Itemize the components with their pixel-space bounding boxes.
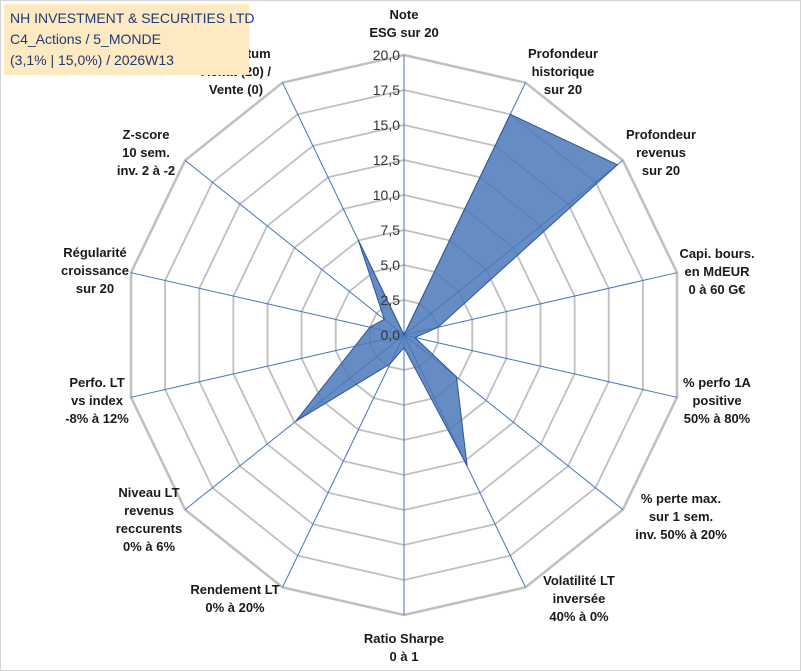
radar-spoke <box>403 334 678 398</box>
axis-label: % perfo 1A positive 50% à 80% <box>683 375 752 426</box>
axis-label: Z-score 10 sem. inv. 2 à -2 <box>117 127 175 178</box>
axis-label-line: 50% à 80% <box>684 411 751 426</box>
axis-label-line: revenus <box>124 503 174 518</box>
axis-label-line: Capi. bours. <box>679 246 754 261</box>
category-label: C4_Actions / 5_MONDE <box>10 31 161 47</box>
axis-label: Niveau LT revenus reccurents 0% à 6% <box>116 485 182 554</box>
radar-spoke <box>130 272 405 336</box>
axis-label-line: Perfo. LT <box>69 375 124 390</box>
radar-series-area <box>295 113 619 467</box>
radar-series <box>295 113 619 467</box>
radar-tick-labels: 0,0 2,5 5,0 7,5 10,0 12,5 15,0 17,5 20,0 <box>373 47 400 343</box>
radar-tick-label: 10,0 <box>373 187 400 203</box>
radar-spoke <box>282 334 405 588</box>
axis-label: Volatilité LT inversée 40% à 0% <box>543 573 615 624</box>
axis-label-line: historique <box>532 64 595 79</box>
axis-label-line: Volatilité LT <box>543 573 615 588</box>
axis-label-line: positive <box>692 393 741 408</box>
axis-label-line: -8% à 12% <box>65 411 129 426</box>
axis-label: Régularité croissance sur 20 <box>61 245 129 296</box>
radar-tick-label: 7,5 <box>381 222 401 238</box>
axis-label: Ratio Sharpe 0 à 1 <box>364 631 444 664</box>
axis-label-line: inv. 50% à 20% <box>635 527 727 542</box>
axis-label: Note ESG sur 20 <box>369 7 438 40</box>
axis-label-line: 0 à 60 G€ <box>688 282 745 297</box>
axis-label-line: reccurents <box>116 521 182 536</box>
axis-label-line: en MdEUR <box>685 264 751 279</box>
axis-label-line: Régularité <box>63 245 127 260</box>
axis-label-line: sur 20 <box>642 163 680 178</box>
radar-tick-label: 2,5 <box>381 292 401 308</box>
axis-label-line: revenus <box>636 145 686 160</box>
axis-label: Perfo. LT vs index -8% à 12% <box>65 375 129 426</box>
radar-tick-label: 12,5 <box>373 152 400 168</box>
axis-label-line: Z-score <box>123 127 170 142</box>
axis-label-line: Profondeur <box>626 127 696 142</box>
radar-spoke <box>403 272 678 336</box>
axis-label-line: 10 sem. <box>122 145 170 160</box>
radar-spoke <box>184 160 405 336</box>
axis-label-line: 0% à 20% <box>205 600 265 615</box>
axis-label-line: sur 20 <box>544 82 582 97</box>
axis-label-line: Ratio Sharpe <box>364 631 444 646</box>
axis-label-line: vs index <box>71 393 124 408</box>
axis-label: Capi. bours. en MdEUR 0 à 60 G€ <box>679 246 754 297</box>
axis-label-line: Rendement LT <box>190 582 279 597</box>
axis-label-line: 0% à 6% <box>123 539 175 554</box>
axis-label-line: croissance <box>61 263 129 278</box>
axis-label-line: ESG sur 20 <box>369 25 438 40</box>
axis-label-line: inversée <box>553 591 606 606</box>
axis-label-line: 0 à 1 <box>390 649 419 664</box>
axis-label: Rendement LT 0% à 20% <box>190 582 279 615</box>
axis-label-line: inv. 2 à -2 <box>117 163 175 178</box>
axis-label-line: 40% à 0% <box>549 609 609 624</box>
radar-tick-label: 15,0 <box>373 117 400 133</box>
radar-tick-label: 0,0 <box>381 327 401 343</box>
axis-label-line: sur 20 <box>76 281 114 296</box>
axis-label: Profondeur historique sur 20 <box>528 46 598 97</box>
axis-label-line: Profondeur <box>528 46 598 61</box>
axis-label-line: sur 1 sem. <box>649 509 713 524</box>
radar-axis-labels: Note ESG sur 20 Profondeur historique sur 20… <box>61 7 755 664</box>
axis-label-line: % perte max. <box>641 491 721 506</box>
axis-label: % perte max. sur 1 sem. inv. 50% à 20% <box>635 491 727 542</box>
axis-label-line: Note <box>390 7 419 22</box>
radar-tick-label: 17,5 <box>373 82 400 98</box>
axis-label: Profondeur revenus sur 20 <box>626 127 696 178</box>
company-name: NH INVESTMENT & SECURITIES LTD <box>10 10 255 26</box>
chart-header: NH INVESTMENT & SECURITIES LTD C4_Action… <box>4 4 255 75</box>
axis-label-line: Niveau LT <box>118 485 179 500</box>
axis-label-line: Vente (0) <box>209 82 263 97</box>
radar-tick-label: 5,0 <box>381 257 401 273</box>
radar-tick-label: 20,0 <box>373 47 400 63</box>
axis-label-line: % perfo 1A <box>683 375 752 390</box>
period-label: (3,1% | 15,0%) / 2026W13 <box>10 52 174 68</box>
